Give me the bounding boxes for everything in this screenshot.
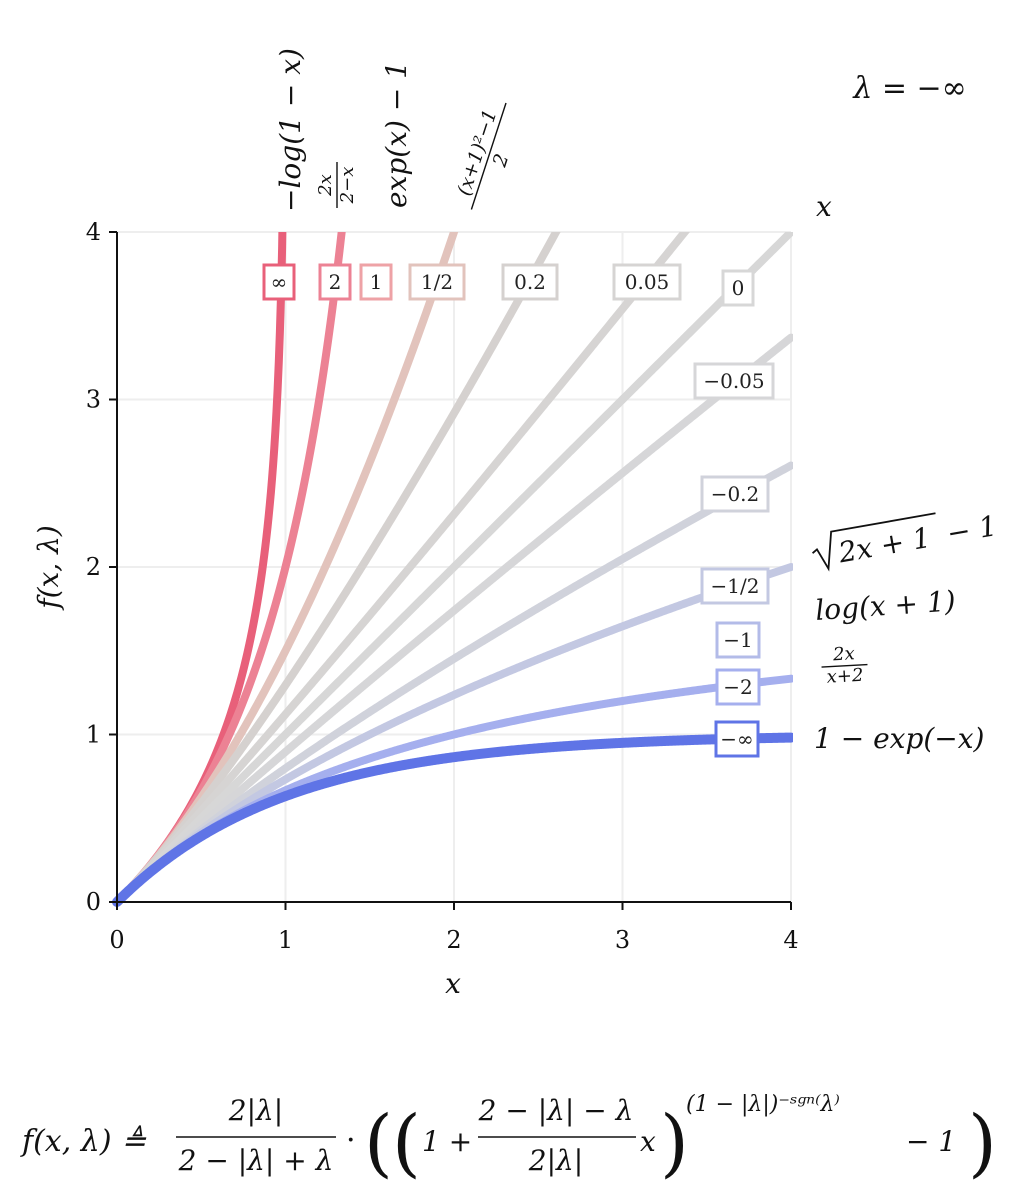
formula-paren-close-outer: ) <box>968 1100 997 1186</box>
series-label: 0 <box>721 269 755 307</box>
y-tick-label: 1 <box>86 721 101 749</box>
fraction-denominator: 2 <box>488 151 513 170</box>
series-label-text: 0 <box>732 276 745 300</box>
series-line <box>113 333 793 906</box>
formula-frac2-num: 2 − |λ| − λ <box>478 1094 634 1127</box>
formula-frac1-num: 2|λ| <box>228 1094 283 1127</box>
series-label-box <box>693 362 775 400</box>
series-label-text: −1/2 <box>711 574 760 598</box>
x-tick-label: 4 <box>783 926 798 954</box>
formula: f(x, λ) ≜ 2|λ| 2 − |λ| + λ · ( ( 1 + 2 −… <box>20 1092 997 1186</box>
x-tick-label: 0 <box>109 926 124 954</box>
formula-one-plus: 1 + <box>422 1125 472 1158</box>
formula-paren-open-outer: ( <box>364 1100 393 1186</box>
series-label-text: 0.2 <box>514 270 546 294</box>
series-labels: ∞ 2 1 1/2 0.2 0.05 0 −0.05 −0.2 −1/2 −1 −2 −∞ <box>262 263 775 758</box>
series-label: −∞ <box>714 720 760 758</box>
series-label: −0.05 <box>693 362 775 400</box>
curve-label-neg-2: 2x x+2 <box>821 643 868 688</box>
y-tick-label: 4 <box>86 218 101 246</box>
series-label-box <box>359 263 393 301</box>
formula-paren-open-inner: ( <box>392 1100 421 1186</box>
series-label-text: −2 <box>723 675 752 699</box>
y-tick-label: 2 <box>86 553 101 581</box>
series-label: 0.05 <box>612 263 682 301</box>
formula-frac2-den: 2|λ| <box>528 1144 583 1177</box>
series-label: −1 <box>715 621 761 659</box>
series-label: −0.2 <box>700 475 770 513</box>
curve-label-neg-half: 2x + 1 − 1 <box>811 509 1000 572</box>
fraction-bar <box>821 663 868 668</box>
curve-label-1: exp(x) − 1 <box>380 61 413 208</box>
curve-label-neg-1: log(x + 1) <box>814 584 956 627</box>
formula-paren-close-inner: ) <box>660 1100 689 1186</box>
x-tick-label: 2 <box>446 926 461 954</box>
y-tick-label: 0 <box>86 888 101 916</box>
formula-frac1-den: 2 − |λ| + λ <box>178 1144 334 1177</box>
series-label: −1/2 <box>700 567 770 605</box>
fraction-numerator: 2x <box>315 174 336 197</box>
series-label: −2 <box>715 668 761 706</box>
series-label-text: 1/2 <box>421 270 453 294</box>
series-line <box>113 232 793 906</box>
series-line <box>113 563 793 906</box>
formula-x: x <box>640 1125 656 1158</box>
series-label-box <box>318 263 352 301</box>
curve-labels: −log(1 − x) 2x 2−x exp(x) − 1 (x+1)²−1 2… <box>274 48 1000 755</box>
series-label-text: −0.2 <box>711 482 760 506</box>
curve-label-2: 2x 2−x <box>315 162 358 208</box>
series-label: 0.2 <box>501 263 559 301</box>
y-axis-label: f(x, λ) <box>32 525 65 611</box>
series-line <box>113 461 793 906</box>
series-label: 1 <box>359 263 393 301</box>
series-line <box>113 232 561 906</box>
x-tick-label: 3 <box>615 926 630 954</box>
series-label-text: 2 <box>329 270 342 294</box>
x-tick-label: 1 <box>278 926 293 954</box>
sqrt-suffix: − 1 <box>944 509 999 550</box>
series-label: 2 <box>318 263 352 301</box>
series-label-box <box>700 567 770 605</box>
fraction-denominator: 2−x <box>337 167 358 205</box>
series-label-box <box>262 263 296 301</box>
series-label-box <box>501 263 559 301</box>
series-label-text: −∞ <box>720 727 753 751</box>
fraction-numerator: 2x <box>832 643 856 665</box>
chart-title: λ = −∞ <box>852 71 966 106</box>
sqrt-sign <box>811 512 936 572</box>
formula-exponent: (1 − |λ|)⁻ˢᵍⁿ⁽λ⁾ <box>686 1092 840 1117</box>
series-label-box <box>714 720 760 758</box>
series-label-text: 0.05 <box>625 270 670 294</box>
fraction-denominator: x+2 <box>826 665 864 688</box>
curve-label-inf: −log(1 − x) <box>274 48 307 212</box>
y-tick-label: 3 <box>86 386 101 414</box>
series-label-box <box>700 475 770 513</box>
series-line <box>112 732 793 907</box>
series-label-box <box>715 668 761 706</box>
series-label-box <box>612 263 682 301</box>
fraction-bar <box>470 102 507 210</box>
curve-label-0: x <box>816 190 832 223</box>
series-label-box <box>721 269 755 307</box>
curve-label-text: exp(x) − 1 <box>380 61 413 208</box>
curve-label-neg-inf: 1 − exp(−x) <box>814 722 984 755</box>
series-label: ∞ <box>262 263 296 301</box>
series-label-text: −0.05 <box>703 369 764 393</box>
ticks: 0 1 2 3 4 0 1 2 3 4 <box>86 218 799 954</box>
series-label-text: 1 <box>370 270 383 294</box>
series-label-box <box>715 621 761 659</box>
curve-label-half: (x+1)²−1 2 <box>453 102 513 210</box>
series-label: 1/2 <box>408 263 466 301</box>
series-label-box <box>408 263 466 301</box>
curve-label-text: −log(1 − x) <box>274 48 307 212</box>
series-label-text: −1 <box>723 628 752 652</box>
x-axis-label: x <box>445 967 461 1000</box>
formula-lhs: f(x, λ) ≜ <box>20 1124 147 1159</box>
formula-dot: · <box>346 1123 356 1158</box>
formula-minus-one: − 1 <box>906 1125 956 1158</box>
series-label-text: ∞ <box>271 270 288 294</box>
